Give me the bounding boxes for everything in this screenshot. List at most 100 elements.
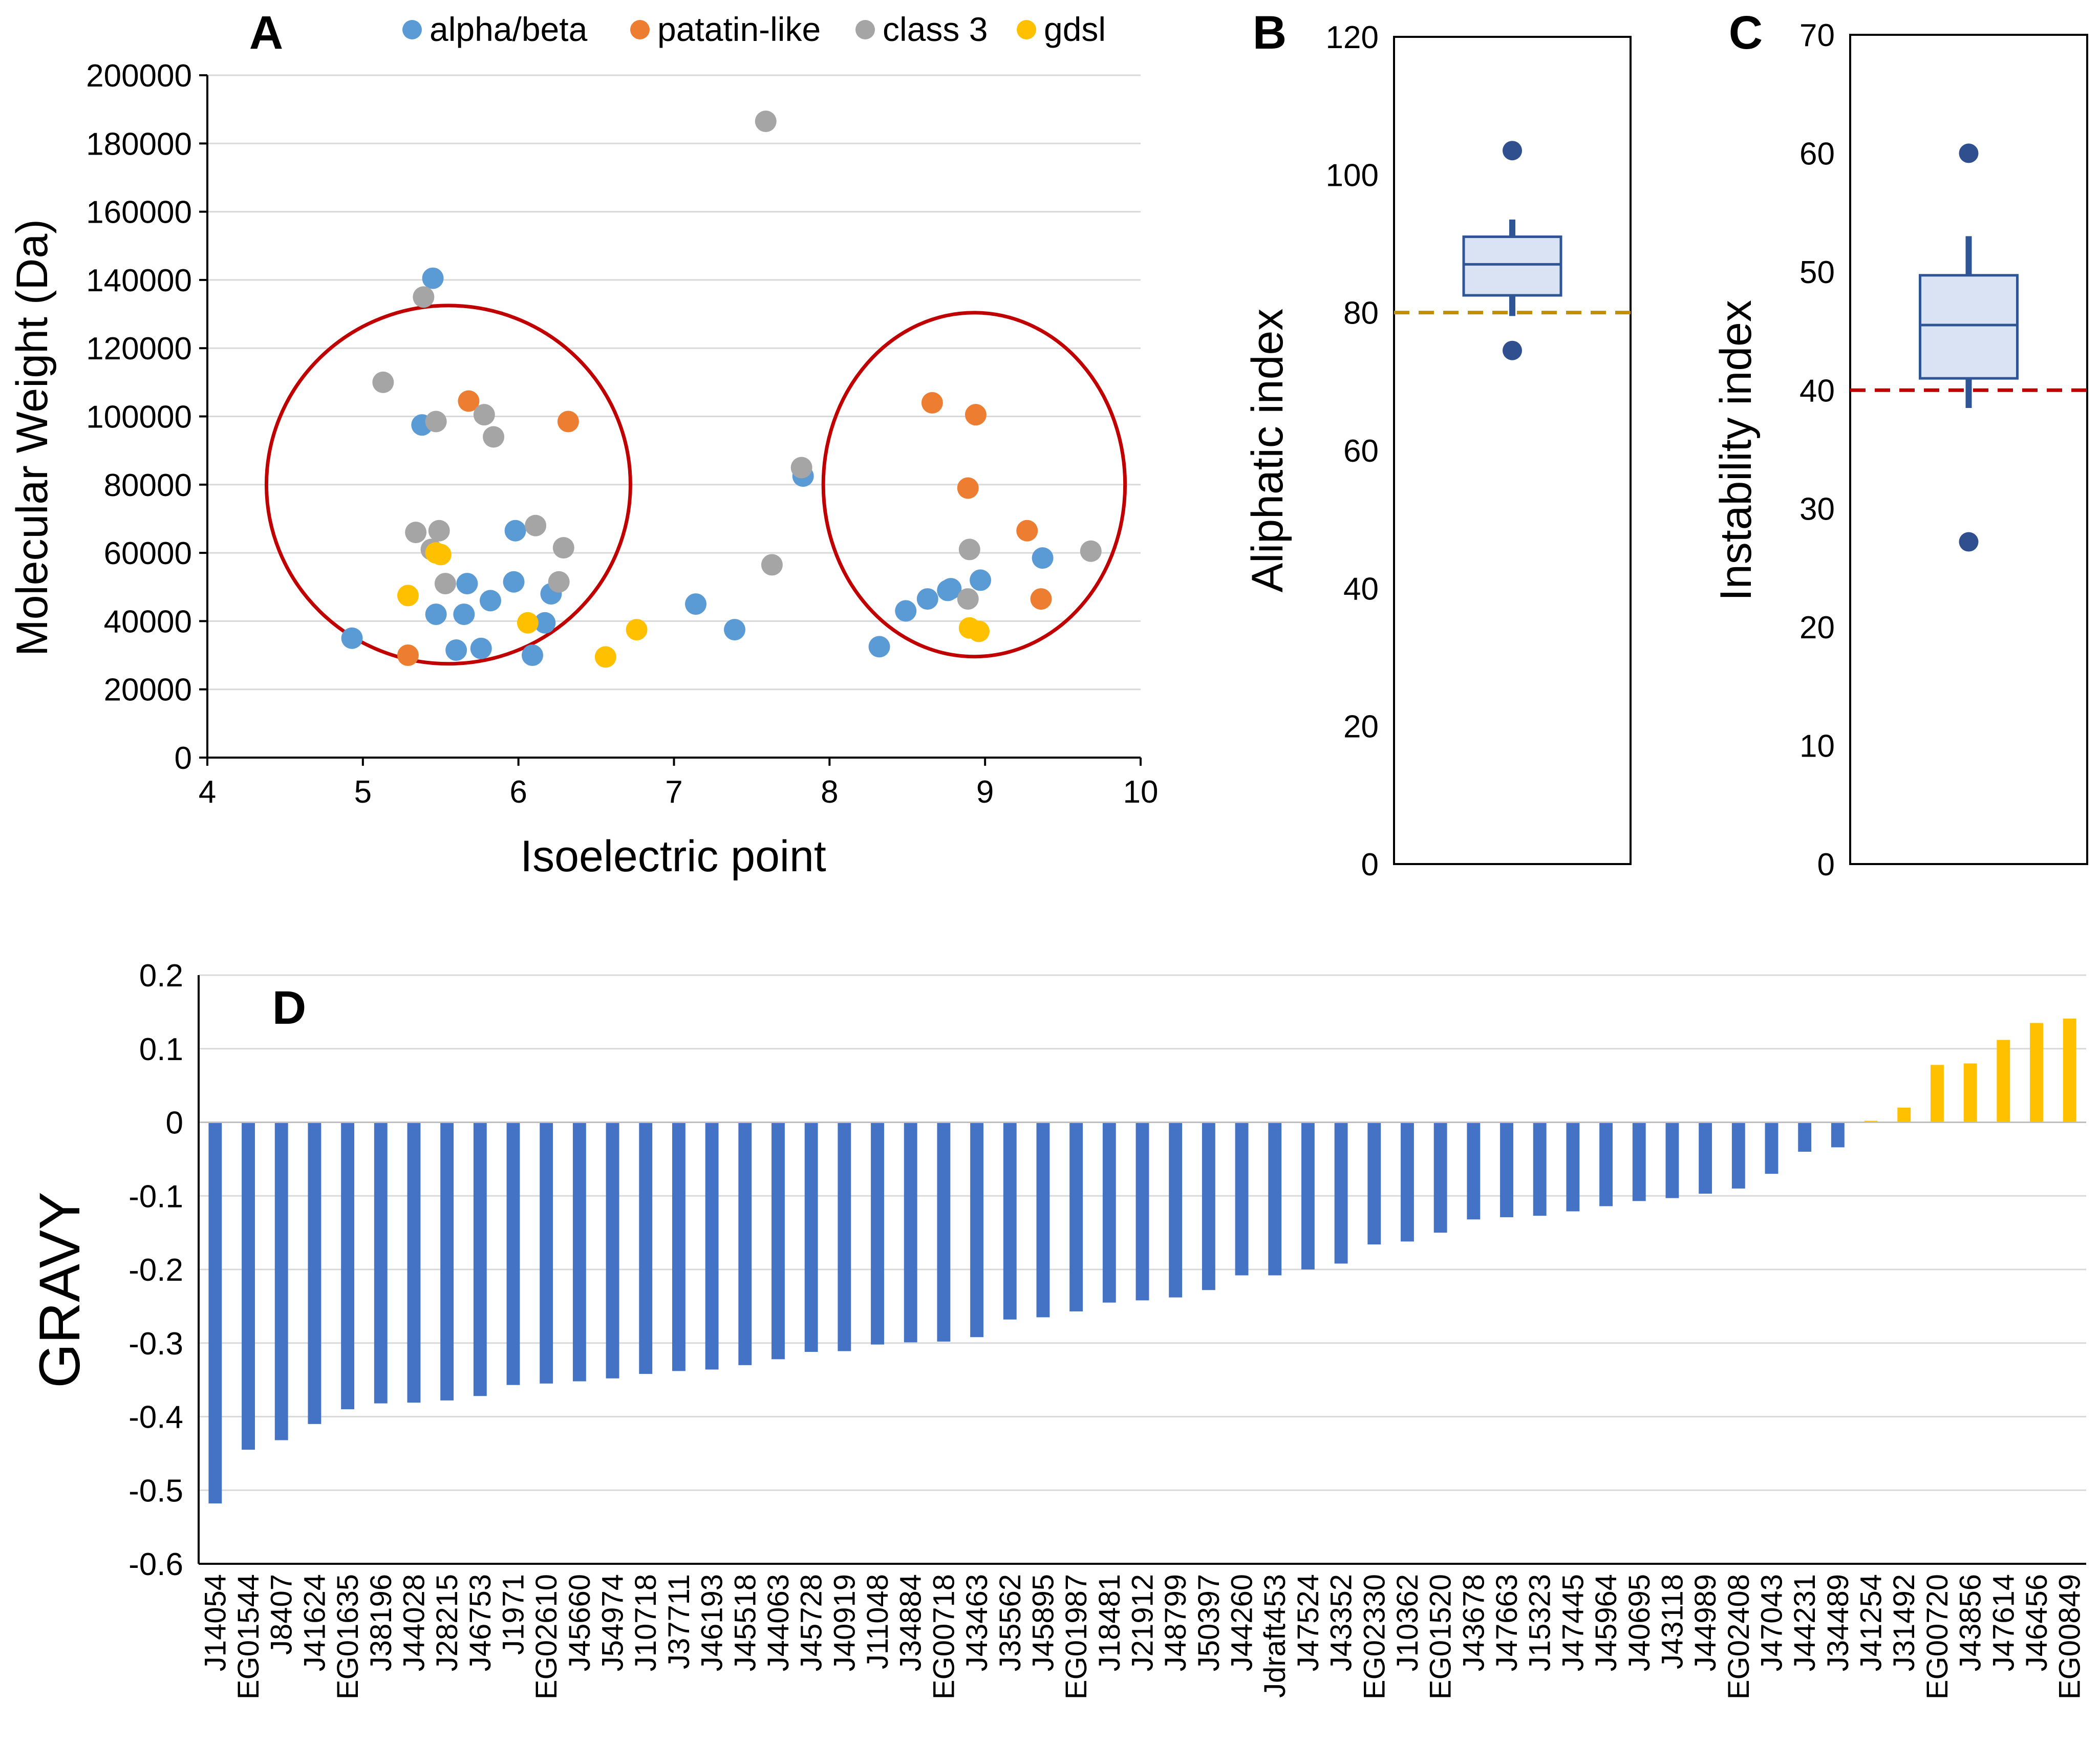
panel-d-category-label: J47043 bbox=[1755, 1574, 1789, 1671]
panel-d-bar bbox=[672, 1122, 685, 1371]
panel-d-bar bbox=[1765, 1122, 1778, 1174]
panel-d-category-label: J45518 bbox=[728, 1574, 762, 1671]
panel-a-point-alpha-beta bbox=[522, 644, 544, 666]
panel-a-point-class3 bbox=[548, 571, 570, 593]
panel-d-bar bbox=[1599, 1122, 1613, 1207]
panel-c-plot-area: 0 10 20 30 40 50 60 70 bbox=[1799, 18, 2088, 882]
panel-d-category-label: EG02330 bbox=[1358, 1574, 1391, 1699]
panel-d-category-label: J41624 bbox=[298, 1574, 331, 1671]
panel-a-point-class3 bbox=[428, 520, 450, 542]
panel-a-point-alpha-beta bbox=[453, 604, 475, 626]
panel-a-ylabel: Molecular Weight (Da) bbox=[8, 219, 57, 656]
panel-a-y-tick-label: 20000 bbox=[104, 673, 192, 708]
panel-a-point-alpha-beta bbox=[940, 578, 962, 600]
panel-d-bar bbox=[705, 1122, 719, 1370]
panel-a-scatter: 4 5 6 7 8 9 10 0 20000 40000 60000 80000 100000 12000… bbox=[8, 7, 1158, 881]
panel-d-category-labels: J14054 EG01544 J8407 J41624 EG01635 J38196 J44… bbox=[199, 1574, 2086, 1699]
panel-c-y-tick-label: 20 bbox=[1799, 610, 1835, 645]
panel-d-category-label: J44989 bbox=[1689, 1574, 1722, 1671]
panel-a-legend: alpha/beta patatin-like class 3 gdsl bbox=[402, 10, 1106, 48]
panel-d-letter: D bbox=[272, 982, 306, 1034]
panel-a-point-gdsl bbox=[397, 585, 419, 607]
panel-d-category-label: EG02408 bbox=[1722, 1574, 1755, 1699]
panel-a-x-tick-label: 6 bbox=[509, 774, 527, 810]
panel-d-bar bbox=[1102, 1122, 1116, 1303]
panel-d-bar bbox=[1135, 1122, 1149, 1301]
panel-a-legend-marker bbox=[402, 20, 422, 39]
panel-d-bar bbox=[970, 1122, 984, 1338]
panel-d-bar bbox=[772, 1122, 785, 1360]
panel-c-y-tick-label: 0 bbox=[1817, 847, 1835, 882]
panel-b-letter: B bbox=[1253, 7, 1287, 59]
panel-d-category-label: J46193 bbox=[696, 1574, 729, 1671]
panel-a-point-alpha-beta bbox=[723, 619, 745, 641]
panel-c-y-tick-label: 70 bbox=[1799, 18, 1835, 53]
panel-d-axes bbox=[198, 975, 2086, 1565]
panel-a-point-class3 bbox=[755, 110, 777, 132]
panel-d-bar bbox=[473, 1122, 487, 1396]
panel-a-point-patatin-like bbox=[458, 390, 480, 412]
panel-a-point-alpha-beta bbox=[445, 639, 467, 661]
panel-d-category-label: J15323 bbox=[1524, 1574, 1557, 1671]
panel-d-category-label: J11048 bbox=[861, 1574, 894, 1669]
panel-a-x-tick-label: 7 bbox=[665, 774, 682, 810]
panel-b-y-tick-label: 0 bbox=[1361, 847, 1379, 882]
panel-a-legend-marker bbox=[630, 20, 650, 39]
panel-c-y-tick-label: 10 bbox=[1799, 729, 1835, 764]
panel-a-point-class3 bbox=[405, 522, 427, 544]
panel-a-point-class3 bbox=[434, 573, 456, 595]
panel-c-y-tick-label: 40 bbox=[1799, 373, 1835, 408]
panel-b-ylabel: Aliphatic index bbox=[1243, 309, 1292, 593]
panel-d-category-label: J45964 bbox=[1590, 1574, 1623, 1671]
panel-d-bar bbox=[1699, 1122, 1712, 1194]
panel-a-x-tick-label: 8 bbox=[821, 774, 838, 810]
panel-b-outlier bbox=[1503, 141, 1522, 161]
panel-c-y-tick-label: 30 bbox=[1799, 492, 1835, 527]
panel-d-category-label: EG01520 bbox=[1424, 1574, 1458, 1699]
panel-d-bar bbox=[308, 1122, 322, 1424]
panel-a-point-class3 bbox=[761, 554, 783, 576]
panel-d-category-label: J28215 bbox=[431, 1574, 464, 1671]
panel-d-category-label: J45895 bbox=[1026, 1574, 1060, 1671]
panel-d-category-label: EG01544 bbox=[232, 1574, 265, 1699]
panel-a-point-gdsl bbox=[626, 619, 648, 641]
panel-d-y-tick-label: -0.6 bbox=[128, 1547, 183, 1582]
panel-d-bar bbox=[1897, 1107, 1911, 1123]
panel-c-ylabel: Instability index bbox=[1711, 300, 1761, 601]
panel-d-bar bbox=[1467, 1122, 1481, 1220]
panel-c-outlier bbox=[1959, 143, 1979, 163]
panel-c-outlier bbox=[1959, 532, 1979, 552]
panel-a-y-tick-label: 80000 bbox=[104, 468, 192, 503]
panel-d-category-label: J48799 bbox=[1159, 1574, 1192, 1671]
panel-d-bar-chart: 0.20.10-0.1-0.2-0.3-0.4-0.5-0.6 J14054 EG… bbox=[28, 958, 2087, 1699]
panel-d-bar bbox=[1169, 1122, 1183, 1298]
panel-d-category-label: J44028 bbox=[397, 1574, 431, 1671]
panel-d-category-label: J1971 bbox=[497, 1574, 530, 1655]
panel-a-point-class3 bbox=[413, 286, 435, 308]
panel-d-bar bbox=[1831, 1122, 1845, 1148]
panel-b-plot-area: 0 20 40 60 80 100 120 bbox=[1326, 20, 1632, 882]
panel-a-point-patatin-like bbox=[1016, 520, 1038, 542]
panel-a-point-alpha-beta bbox=[916, 588, 938, 610]
panel-a-ellipse-basic bbox=[821, 311, 1127, 659]
panel-c-box bbox=[1919, 274, 2019, 380]
panel-a-point-gdsl bbox=[594, 646, 616, 668]
panel-a-point-alpha-beta bbox=[422, 267, 444, 289]
panel-d-category-label: J44231 bbox=[1788, 1574, 1822, 1671]
panel-a-legend-label: gdsl bbox=[1044, 10, 1106, 48]
panel-a-letter: A bbox=[249, 7, 283, 59]
panel-d-category-label: EG01635 bbox=[331, 1574, 365, 1699]
panel-d-y-tick-label: -0.1 bbox=[128, 1179, 183, 1214]
panel-d-category-label: J43678 bbox=[1457, 1574, 1490, 1671]
panel-b-y-tick-label: 20 bbox=[1343, 709, 1379, 745]
panel-a-point-class3 bbox=[552, 537, 574, 559]
panel-d-bar bbox=[904, 1122, 917, 1343]
panel-d-category-label: EG01987 bbox=[1060, 1574, 1093, 1699]
panel-d-category-label: EG00718 bbox=[927, 1574, 960, 1699]
panel-a-gridlines bbox=[207, 74, 1141, 691]
panel-d-category-label: EG00720 bbox=[1921, 1574, 1954, 1699]
panel-d-category-label: J37711 bbox=[662, 1574, 696, 1669]
panel-d-bar bbox=[871, 1122, 884, 1345]
panel-d-category-label: J10362 bbox=[1391, 1574, 1424, 1671]
